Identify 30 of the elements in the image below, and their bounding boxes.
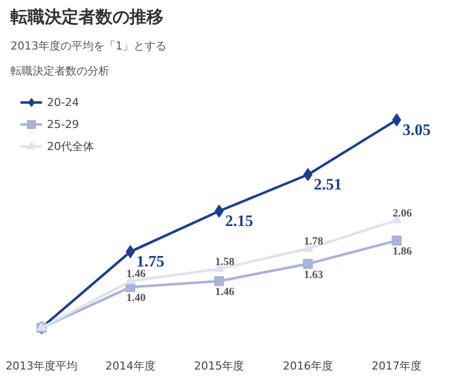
text: 転職決定者数の分析 [10, 64, 110, 78]
point [303, 168, 312, 182]
data-label: 2.15 [225, 213, 254, 230]
x-tick-label: 2014年度 [105, 360, 156, 372]
legend-label: 20代全体 [47, 138, 94, 154]
point [214, 276, 224, 286]
x-tick-label: 2016年度 [282, 360, 333, 372]
data-label: 1.63 [304, 268, 324, 281]
data-label: 2.06 [392, 207, 412, 220]
x-tick-label: 2015年度 [194, 360, 244, 372]
point [392, 236, 402, 246]
x-tick-label: 2013年度平均 [6, 360, 78, 372]
x-tick-label: 2017年度 [372, 360, 422, 372]
point [392, 113, 402, 126]
data-label: 1.46 [215, 286, 235, 298]
data-label: 1.58 [215, 256, 235, 268]
data-label: 3.05 [402, 122, 431, 139]
data-label: 1.78 [304, 236, 324, 248]
legend-label: 20-24 [47, 96, 79, 108]
data-label: 1.46 [126, 268, 146, 280]
point [126, 245, 135, 258]
chart-title: 転職決定者数の推移 [10, 8, 164, 28]
legend-label: 25-29 [47, 118, 79, 130]
data-label: 1.75 [136, 254, 164, 271]
data-label: 1.86 [392, 246, 412, 258]
data-label: 2.51 [314, 176, 342, 194]
data-label: 1.40 [126, 292, 146, 304]
point [302, 258, 313, 269]
point [214, 204, 224, 218]
chart-subtitle: 2013年度の平均を「1」とする [10, 40, 166, 52]
